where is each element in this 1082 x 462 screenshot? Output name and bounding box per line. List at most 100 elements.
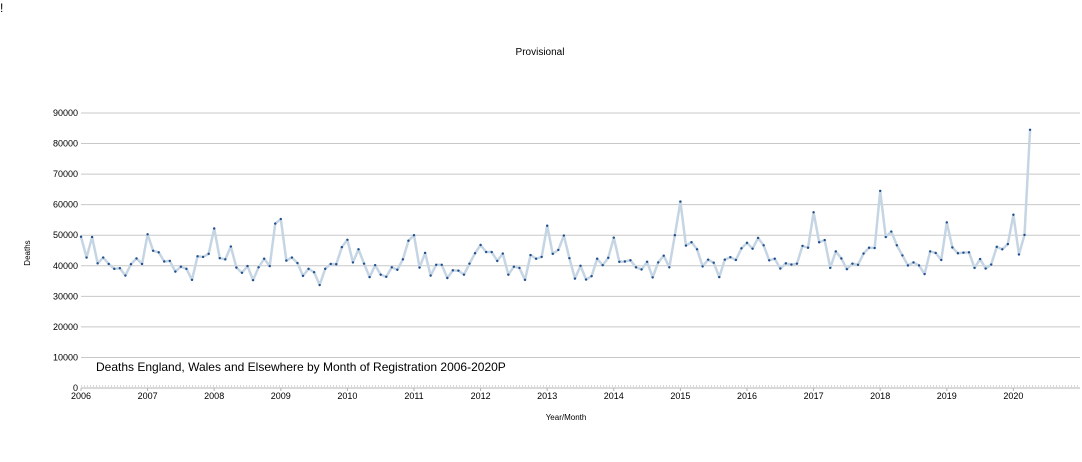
data-point: [412, 234, 416, 237]
data-point: [706, 258, 710, 261]
data-point: [629, 259, 632, 262]
data-point: [684, 244, 688, 247]
data-point: [85, 256, 88, 259]
data-point: [279, 217, 282, 221]
data-point: [745, 241, 749, 245]
x-axis-title: Year/Month: [546, 413, 587, 422]
data-point: [917, 264, 921, 267]
data-point: [107, 262, 110, 266]
data-point: [446, 276, 449, 280]
data-point: [940, 258, 943, 262]
data-point: [784, 262, 788, 265]
data-point: [534, 257, 538, 260]
data-point: [407, 239, 410, 242]
data-point: [157, 251, 160, 254]
data-point: [523, 278, 527, 282]
data-point: [901, 254, 904, 257]
data-point: [368, 275, 371, 279]
data-point: [190, 278, 194, 282]
data-point: [934, 251, 937, 255]
data-point: [829, 266, 832, 270]
data-point: [290, 256, 294, 259]
data-point: [734, 258, 738, 262]
data-point: [801, 244, 804, 248]
data-point: [679, 200, 682, 203]
data-point: [385, 275, 388, 278]
data-point: [218, 256, 221, 260]
data-point: [884, 235, 887, 239]
data-point: [851, 262, 854, 265]
data-point: [657, 261, 660, 264]
data-point: [795, 262, 799, 265]
data-point: [373, 263, 377, 267]
data-point: [729, 256, 732, 259]
data-point: [762, 244, 765, 247]
data-point: [557, 248, 560, 252]
y-tick-label: 0: [73, 383, 78, 393]
data-point: [196, 255, 199, 258]
x-tick-label: 2008: [204, 391, 224, 401]
data-point: [879, 189, 882, 193]
x-tick-label: 2020: [1003, 391, 1023, 401]
x-tick-label: 2012: [471, 391, 491, 401]
data-point: [301, 274, 305, 278]
data-point: [962, 251, 965, 254]
data-point: [695, 248, 699, 251]
data-point: [240, 271, 244, 275]
data-point: [285, 259, 288, 262]
data-point: [712, 261, 715, 264]
data-point: [723, 258, 726, 261]
data-point: [978, 257, 982, 261]
data-point: [546, 224, 549, 227]
data-point: [340, 245, 344, 249]
data-point: [312, 270, 316, 274]
y-tick-label: 90000: [53, 108, 78, 118]
y-tick-label: 40000: [53, 261, 78, 271]
data-point: [268, 264, 271, 268]
data-point: [751, 247, 754, 250]
data-point: [756, 236, 760, 240]
x-tick-label: 2010: [337, 391, 357, 401]
y-tick-label: 70000: [53, 169, 78, 179]
data-point: [379, 273, 382, 276]
data-point: [618, 260, 621, 264]
y-tick-label: 50000: [53, 230, 78, 240]
data-point: [151, 249, 155, 253]
data-point: [473, 252, 477, 255]
data-point: [346, 238, 349, 242]
data-point: [324, 267, 327, 271]
data-point: [790, 263, 793, 266]
data-point: [823, 238, 826, 242]
data-point: [501, 252, 504, 255]
data-point: [79, 235, 83, 238]
x-axis: [80, 385, 1080, 391]
data-point: [529, 253, 532, 257]
data-point: [668, 266, 671, 269]
data-point: [645, 260, 649, 264]
data-point: [296, 261, 299, 265]
data-point: [640, 268, 643, 271]
data-point: [440, 263, 443, 267]
data-point: [595, 257, 599, 260]
data-point: [573, 277, 577, 280]
data-point: [634, 266, 638, 269]
data-point: [213, 227, 216, 230]
data-point: [329, 262, 332, 266]
x-tick-label: 2006: [71, 391, 91, 401]
data-point: [923, 272, 926, 276]
data-point: [179, 265, 183, 268]
data-point: [845, 267, 849, 271]
data-point: [740, 247, 743, 250]
chart-title: Deaths England, Wales and Elsewhere by M…: [96, 360, 506, 374]
data-point: [834, 250, 837, 253]
x-tick-label: 2018: [870, 391, 890, 401]
data-point: [1017, 253, 1021, 256]
data-point: [484, 250, 488, 254]
x-tick-labels: 2006 2007 2008 2009 2010 2011 2012 2013 2014 2015…: [71, 391, 1023, 401]
data-point: [662, 254, 665, 257]
data-point: [612, 236, 615, 239]
data-point: [207, 252, 210, 256]
y-tick-label: 10000: [53, 352, 78, 362]
data-point: [168, 259, 171, 263]
data-point: [1028, 128, 1032, 132]
